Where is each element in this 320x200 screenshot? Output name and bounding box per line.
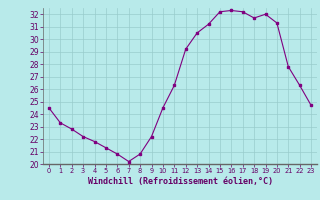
X-axis label: Windchill (Refroidissement éolien,°C): Windchill (Refroidissement éolien,°C) [87,177,273,186]
